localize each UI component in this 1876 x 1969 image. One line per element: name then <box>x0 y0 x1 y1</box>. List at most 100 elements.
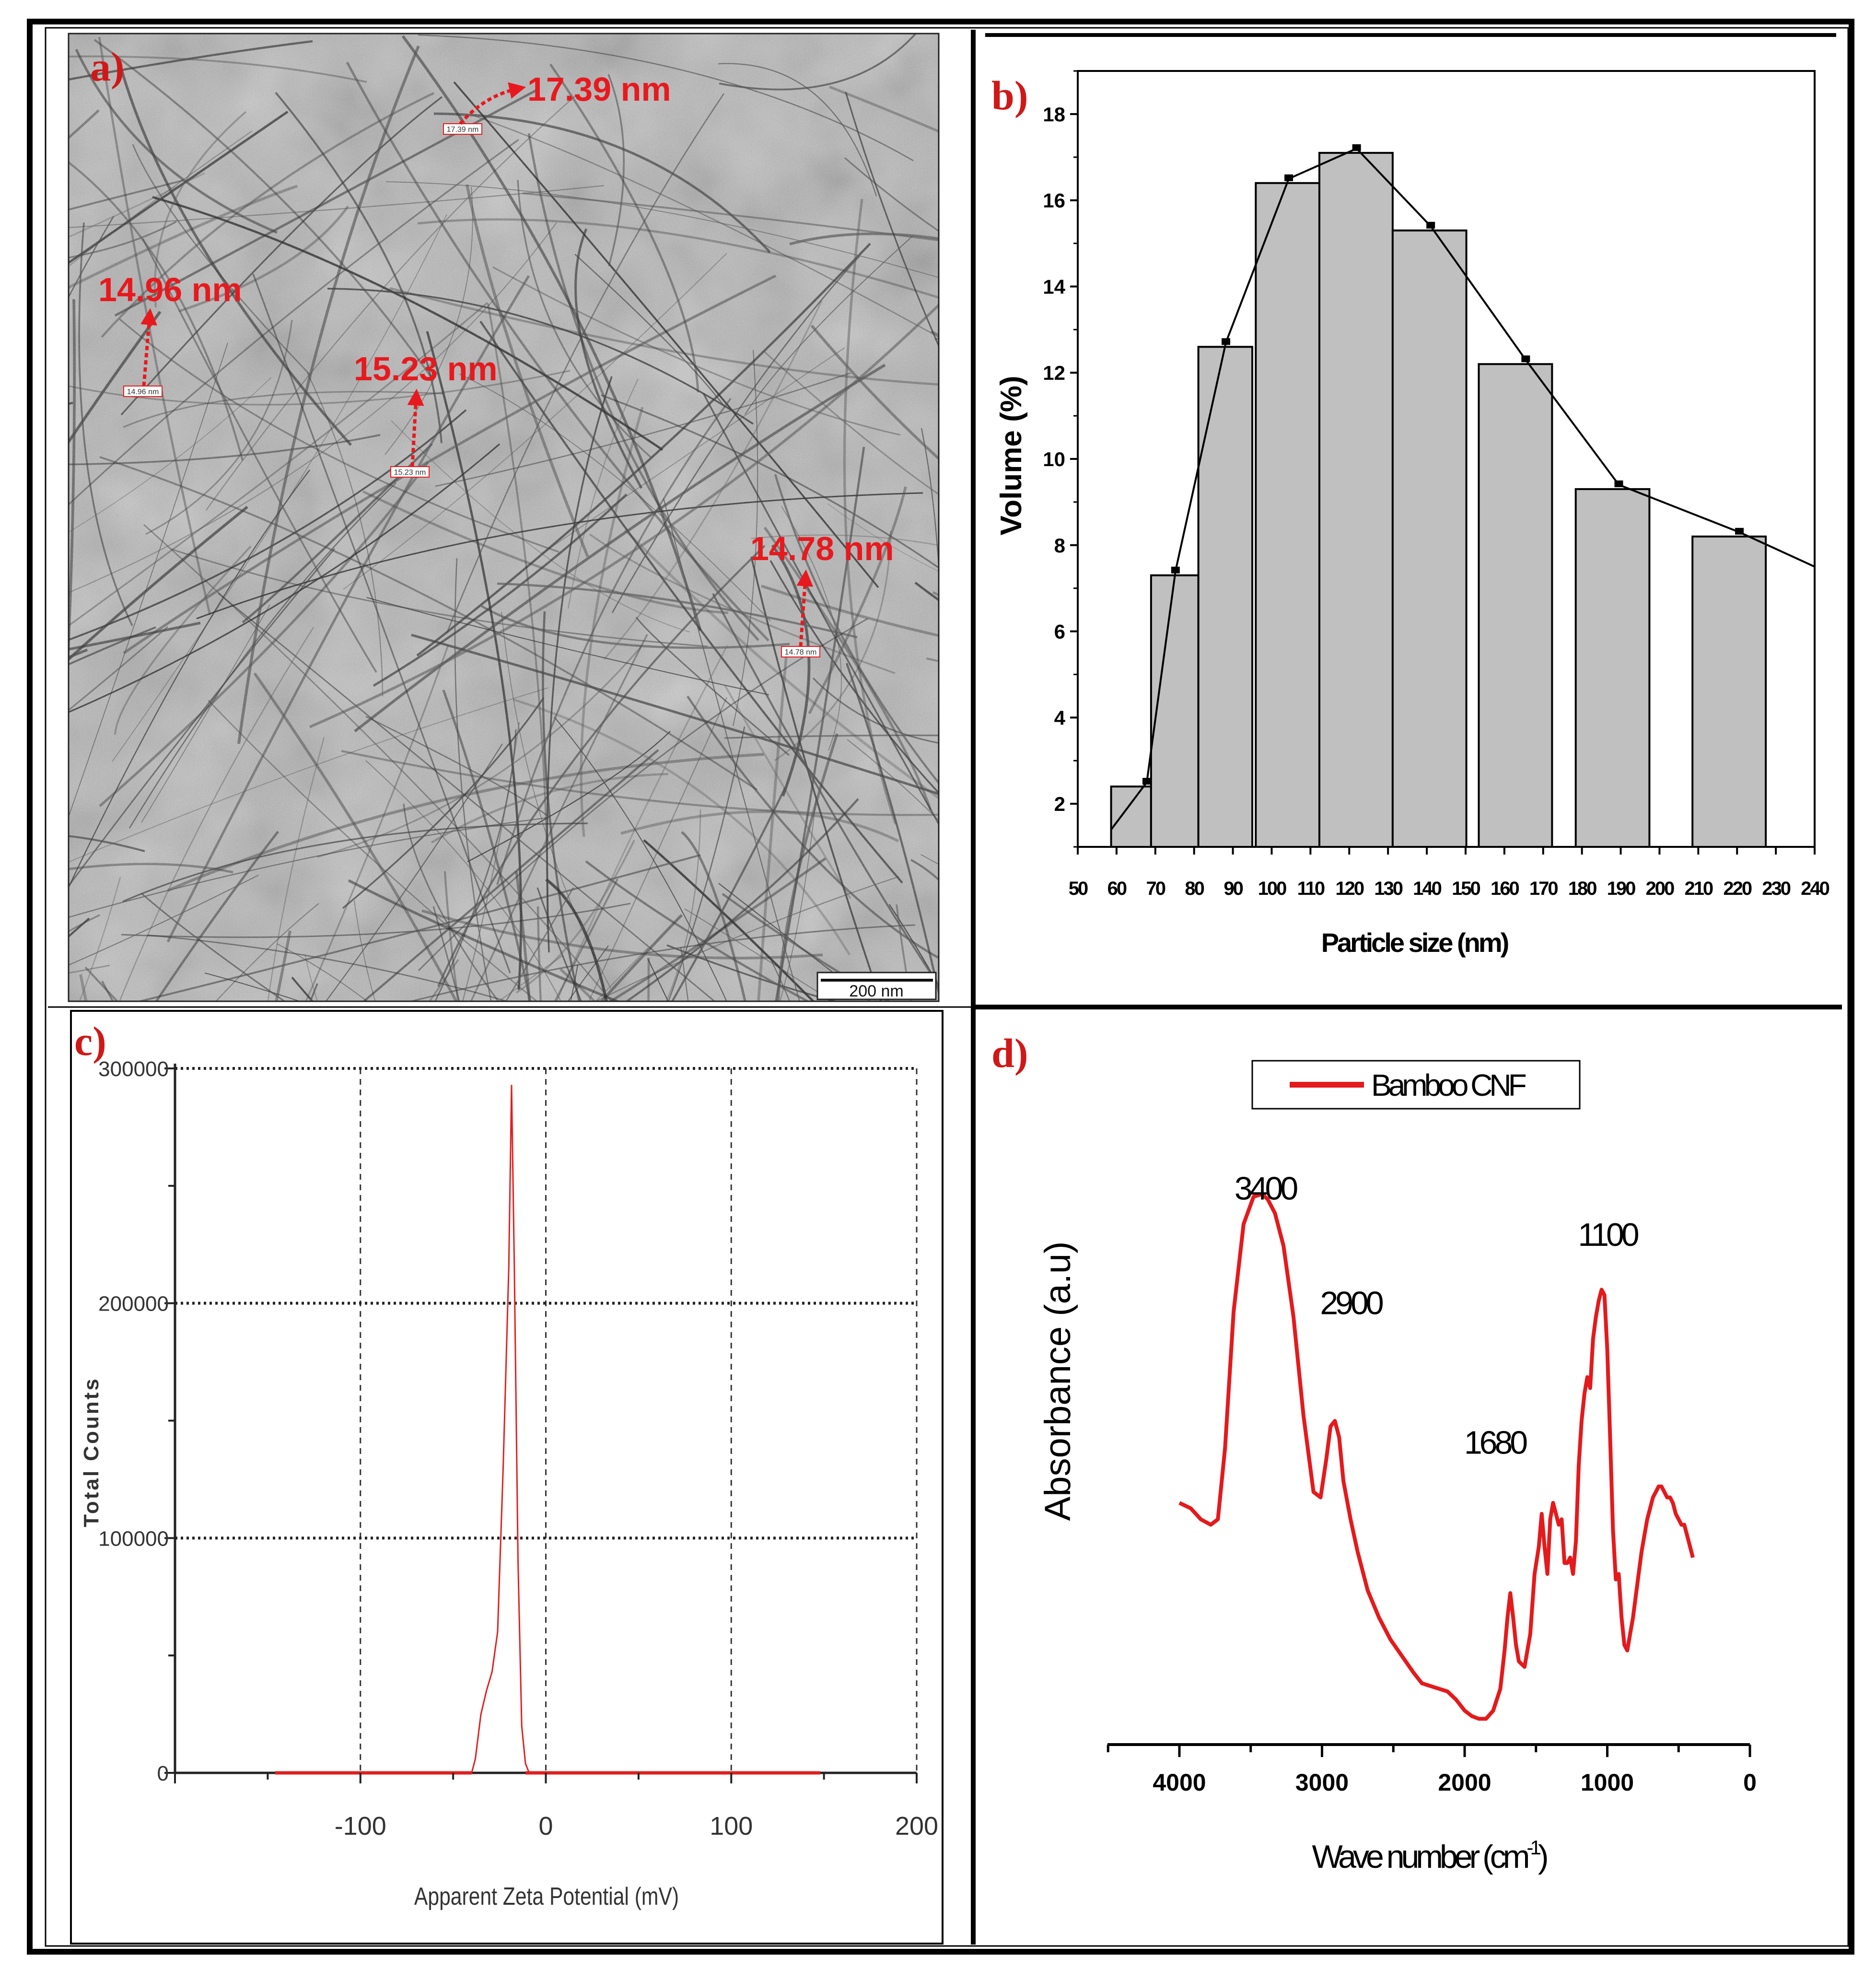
measurement-14-78: 14.78 nm 14.78 nm <box>750 530 894 657</box>
peak-annotations: 3400 2900 1680 1100 <box>1235 1170 1642 1461</box>
fiber <box>291 976 314 1001</box>
measurement-tag <box>390 466 430 478</box>
x-tick-label: 210 <box>1684 878 1713 899</box>
bar <box>1255 182 1320 848</box>
y-axis-title: Absorbance (a.u) <box>1037 1242 1078 1521</box>
bar <box>1691 535 1767 848</box>
fiber <box>101 981 114 1001</box>
panel-d-label: d) <box>991 1030 1028 1076</box>
y-tick-label: 200000 <box>98 1292 169 1316</box>
measurement-17-39: 17.39 nm 17.39 nm <box>443 70 671 135</box>
fit-curve-group <box>1110 144 1815 831</box>
y-tick-label: 4 <box>1054 706 1066 729</box>
measurement-label: 17.39 nm <box>527 70 671 108</box>
zeta-series-line <box>275 1085 820 1774</box>
tem-grain <box>69 34 939 1001</box>
x-tick-label: 160 <box>1491 878 1519 899</box>
series-line-group <box>1178 1192 1695 1721</box>
fiber <box>944 190 986 911</box>
measurement-label: 14.78 nm <box>750 530 894 567</box>
peak-label: 2900 <box>1320 1285 1383 1322</box>
fit-marker <box>1352 144 1361 151</box>
fiber <box>536 906 542 1001</box>
bar <box>1478 363 1553 848</box>
y-axis-title: Volume (%) <box>995 376 1028 536</box>
measurement-tag-text: 17.39 nm <box>447 126 479 134</box>
x-axis-title: Wave number (cm-1) <box>1312 1836 1547 1875</box>
fiber <box>949 878 971 1168</box>
x-tick-label: 3000 <box>1295 1769 1349 1796</box>
fit-marker <box>1735 527 1744 535</box>
peak-label: 3400 <box>1235 1170 1297 1207</box>
fiber <box>606 1003 750 1308</box>
peak-label: 1680 <box>1464 1424 1527 1461</box>
bar <box>1574 488 1651 848</box>
y-axis-ticks: 2 4 6 8 10 12 14 16 18 <box>1043 70 1078 848</box>
bar <box>1197 346 1254 848</box>
bar <box>1150 574 1200 848</box>
x-tick-label: 90 <box>1223 878 1243 899</box>
figure-frame <box>27 19 1854 1955</box>
measurement-arrow <box>407 388 424 467</box>
fit-marker <box>1222 338 1231 345</box>
x-axis-title-main: Wave number (cm <box>1312 1839 1528 1875</box>
y-tick-label: 16 <box>1043 189 1065 212</box>
x-axis-title-end: ) <box>1538 1839 1547 1875</box>
x-tick-label: 110 <box>1297 878 1325 899</box>
panel-a-label: a) <box>90 44 125 90</box>
x-tick-label: 120 <box>1335 878 1363 899</box>
x-tick-label: 170 <box>1529 878 1558 899</box>
x-axis-title: Apparent Zeta Potential (mV) <box>414 1883 679 1910</box>
measurement-15-23: 15.23 nm 15.23 nm <box>354 350 498 478</box>
y-tick-label: 6 <box>1054 621 1065 643</box>
panel-c-label: c) <box>74 1018 106 1064</box>
y-tick-label: 10 <box>1043 448 1065 470</box>
fiber <box>896 904 912 1001</box>
bar <box>1110 785 1152 848</box>
ftir-series-line <box>1178 1192 1695 1721</box>
peak-label: 1100 <box>1578 1217 1638 1253</box>
x-axis-ticks: 50 60 70 80 90 100 110 120 130 140 150 160 170 180 190… <box>1069 847 1831 899</box>
x-tick-label: 4000 <box>1153 1769 1206 1796</box>
fit-marker <box>1171 566 1180 574</box>
fiber <box>69 762 70 764</box>
x-tick-label: 2000 <box>1438 1769 1491 1796</box>
tem-border <box>68 33 940 1002</box>
fiber <box>921 854 939 865</box>
y-tick-label: 12 <box>1043 362 1065 384</box>
panel-b-chart: 50 60 70 80 90 100 110 120 130 140 150 160 170 180 190… <box>991 70 1831 958</box>
x-tick-label: 50 <box>1069 878 1088 899</box>
measurement-tag <box>123 386 163 397</box>
fiber <box>192 1004 872 1250</box>
x-axis-title: Particle size (nm) <box>1321 927 1508 958</box>
fiber <box>84 966 119 1001</box>
fit-marker <box>1614 480 1623 487</box>
x-tick-label: 230 <box>1762 878 1790 899</box>
x-tick-label: 1000 <box>1581 1769 1634 1796</box>
measurement-arrow <box>459 82 526 125</box>
grid <box>175 1067 918 1773</box>
x-tick-label: 100 <box>710 1812 753 1840</box>
x-tick-label: 70 <box>1146 878 1165 899</box>
measurement-tag-text: 14.96 nm <box>127 388 159 396</box>
fiber <box>934 338 939 340</box>
measurement-label: 14.96 nm <box>98 271 242 308</box>
x-tick-label: 190 <box>1607 878 1635 899</box>
x-tick-label: 60 <box>1107 878 1127 899</box>
x-axis-ticks: 4000 3000 2000 1000 0 <box>1107 1745 1757 1796</box>
fit-marker <box>1521 355 1530 363</box>
fiber <box>595 947 649 1001</box>
x-tick-label: 240 <box>1801 878 1829 899</box>
measurement-arrow <box>140 308 157 387</box>
fit-marker <box>1284 174 1293 181</box>
measurement-label: 15.23 nm <box>354 350 498 387</box>
x-tick-label: 130 <box>1374 878 1402 899</box>
x-tick-label: 80 <box>1185 878 1204 899</box>
panel-c-chart: -100 0 100 200 0 100000 200000 300000 Apparent… <box>70 1010 944 1945</box>
x-tick-label: 180 <box>1568 878 1596 899</box>
y-axis-title: Total Counts <box>80 1377 103 1527</box>
y-tick-label: 300000 <box>98 1057 169 1081</box>
fiber <box>69 401 73 405</box>
fiber <box>559 968 596 1001</box>
